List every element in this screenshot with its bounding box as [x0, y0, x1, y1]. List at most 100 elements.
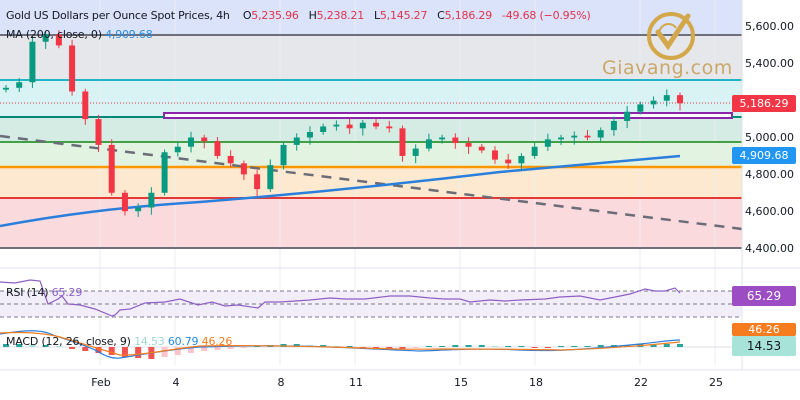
rsi-legend-value: 65.29 — [51, 286, 83, 299]
last-price-tag: 5,186.29 — [732, 95, 796, 112]
candle[interactable] — [386, 126, 393, 129]
candle[interactable] — [399, 128, 406, 156]
candle[interactable] — [161, 152, 168, 193]
candle[interactable] — [267, 165, 274, 190]
price-label-4800: 4,800.00 — [745, 168, 794, 181]
open-value: 5,235.96 — [251, 9, 299, 22]
candle[interactable] — [465, 143, 472, 147]
candle[interactable] — [571, 135, 578, 138]
candle[interactable] — [373, 122, 380, 127]
candle[interactable] — [254, 174, 261, 190]
high-value: 5,238.21 — [316, 9, 365, 22]
time-label-15: 15 — [454, 376, 468, 389]
low-label: L — [373, 9, 380, 22]
time-label-25: 25 — [709, 376, 723, 389]
price-label-4400: 4,400.00 — [745, 242, 794, 255]
candle[interactable] — [663, 95, 670, 101]
candle[interactable] — [518, 155, 525, 164]
time-label-4: 4 — [172, 376, 180, 389]
candle[interactable] — [188, 137, 195, 147]
price-label-5600: 5,600.00 — [745, 20, 794, 33]
candle[interactable] — [610, 120, 617, 131]
candle[interactable] — [491, 150, 498, 160]
candle[interactable] — [227, 155, 234, 164]
zone-top-blue — [0, 0, 742, 35]
symbol-title: Gold US Dollars per Ounce Spot Prices, 4… — [6, 9, 230, 22]
open-label: O — [242, 9, 252, 22]
candle[interactable] — [121, 192, 128, 212]
macd-signal-line[interactable] — [0, 331, 681, 356]
candle[interactable] — [306, 131, 313, 138]
candle[interactable] — [359, 122, 366, 129]
candle[interactable] — [425, 139, 432, 149]
candle[interactable] — [280, 144, 287, 166]
macd-value: 60.79 — [167, 335, 199, 348]
time-label-18: 18 — [529, 376, 543, 389]
rsi-legend[interactable]: RSI (14) 65.29 — [6, 286, 82, 299]
zone-teal — [0, 117, 742, 142]
high-label: H — [308, 9, 317, 22]
purple-resistance-band[interactable] — [163, 112, 733, 119]
candle[interactable] — [240, 163, 247, 175]
close-label: C — [437, 9, 445, 22]
macd-signal-tag: 46.26 — [732, 323, 796, 336]
ma-200-line[interactable] — [0, 154, 681, 228]
candle[interactable] — [624, 111, 631, 121]
candle[interactable] — [677, 95, 683, 104]
rsi-line[interactable] — [0, 279, 681, 317]
giavang-logo-icon — [647, 12, 695, 60]
macd-legend[interactable]: MACD (12, 26, close, 9) 14.53 60.79 46.2… — [6, 335, 232, 348]
zone-green — [0, 142, 742, 167]
candle[interactable] — [55, 34, 62, 46]
candle[interactable] — [69, 45, 76, 92]
macd-signal-value: 46.26 — [201, 335, 233, 348]
candle[interactable] — [108, 144, 115, 193]
candle[interactable] — [16, 82, 23, 88]
candle[interactable] — [346, 124, 353, 129]
candle[interactable] — [505, 159, 512, 164]
candle[interactable] — [584, 135, 591, 138]
candle[interactable] — [320, 126, 327, 132]
candle[interactable] — [597, 130, 604, 138]
candle[interactable] — [135, 207, 142, 212]
close-value: 5,186.29 — [444, 9, 493, 22]
candle[interactable] — [439, 137, 446, 140]
candlesticks[interactable] — [3, 30, 683, 217]
ma-legend-value: 4,909.68 — [105, 28, 153, 41]
time-label-11: 11 — [349, 376, 363, 389]
candle[interactable] — [3, 87, 9, 90]
candle[interactable] — [637, 104, 644, 112]
rsi-value-tag: 65.29 — [732, 286, 796, 306]
candle[interactable] — [452, 137, 459, 144]
candle[interactable] — [478, 146, 485, 151]
low-value: 5,145.27 — [379, 9, 428, 22]
ma-price-tag: 4,909.68 — [732, 147, 796, 164]
price-label-5400: 5,400.00 — [745, 57, 794, 70]
ma-legend[interactable]: MA (200, close, 0) 4,909.68 — [6, 28, 153, 41]
ma-legend-label: MA (200, close, 0) — [6, 28, 102, 41]
candle[interactable] — [29, 41, 36, 83]
candle[interactable] — [333, 124, 340, 127]
macd-hist-value: 14.53 — [134, 335, 165, 348]
time-label-22: 22 — [634, 376, 648, 389]
candle[interactable] — [650, 100, 657, 105]
candle[interactable] — [214, 141, 221, 156]
candle[interactable] — [148, 192, 155, 208]
candle[interactable] — [544, 139, 551, 147]
candle[interactable] — [293, 137, 300, 145]
time-label-feb: Feb — [91, 376, 111, 389]
symbol-legend[interactable]: Gold US Dollars per Ounce Spot Prices, 4… — [6, 9, 591, 22]
rsi-legend-label: RSI (14) — [6, 286, 49, 299]
candle[interactable] — [82, 91, 89, 120]
candle[interactable] — [558, 137, 565, 140]
candle[interactable] — [174, 146, 181, 153]
candle[interactable] — [95, 119, 102, 145]
time-label-8: 8 — [277, 376, 285, 389]
candle[interactable] — [201, 137, 208, 142]
candle[interactable] — [412, 148, 419, 156]
candle[interactable] — [531, 146, 538, 156]
candle[interactable] — [42, 34, 49, 42]
watermark-text: Giavang.com — [602, 57, 733, 79]
zone-gray — [0, 35, 742, 80]
